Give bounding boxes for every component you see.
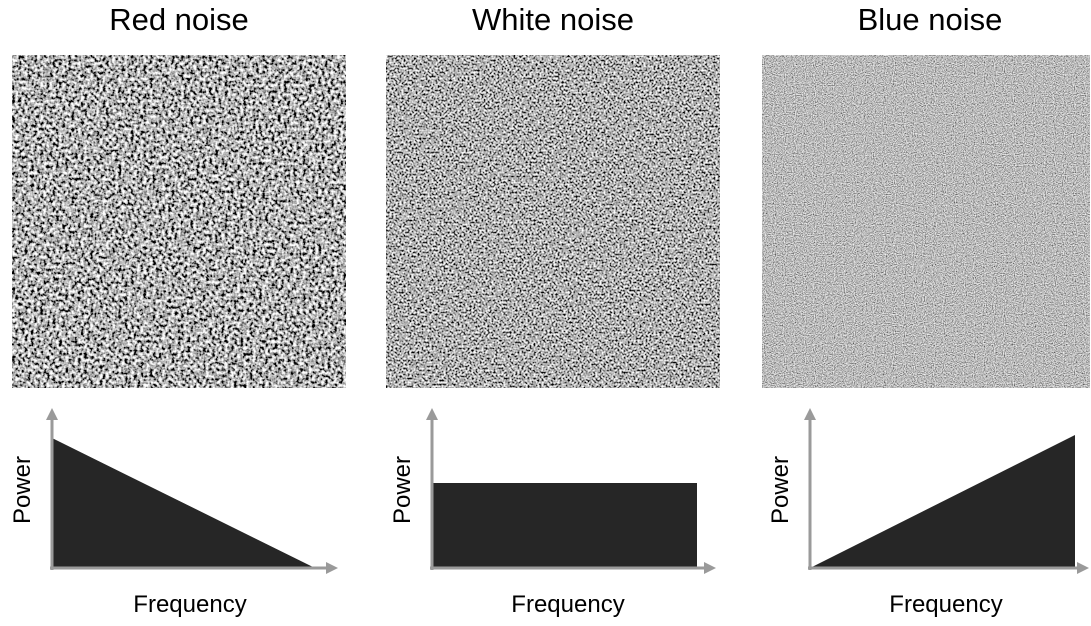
y-label: Power xyxy=(767,456,794,524)
x-label: Frequency xyxy=(133,591,246,618)
noise-image xyxy=(762,55,1090,388)
panel-white: White noise Power Frequency xyxy=(386,2,720,618)
panel-blue: Blue noise Power Frequency xyxy=(762,2,1090,618)
panel-title: White noise xyxy=(472,2,634,37)
y-arrow xyxy=(804,408,816,420)
x-label: Frequency xyxy=(511,591,624,618)
x-arrow xyxy=(704,562,716,574)
spectrum-shape xyxy=(810,435,1075,568)
noise-image xyxy=(12,55,346,388)
y-label: Power xyxy=(389,456,416,524)
panel-title: Blue noise xyxy=(858,2,1003,37)
x-arrow xyxy=(326,562,338,574)
noise-image xyxy=(386,55,720,388)
y-arrow xyxy=(426,408,438,420)
y-arrow xyxy=(46,408,58,420)
x-arrow xyxy=(1077,562,1089,574)
panel-red: Red noise Power Frequency xyxy=(9,2,346,618)
spectrum-shape xyxy=(52,438,315,568)
y-label: Power xyxy=(9,456,36,524)
spectrum-shape xyxy=(432,483,697,568)
panel-title: Red noise xyxy=(109,2,249,37)
x-label: Frequency xyxy=(889,591,1002,618)
figure: Red noise Power Frequency White noise Po… xyxy=(0,0,1091,626)
